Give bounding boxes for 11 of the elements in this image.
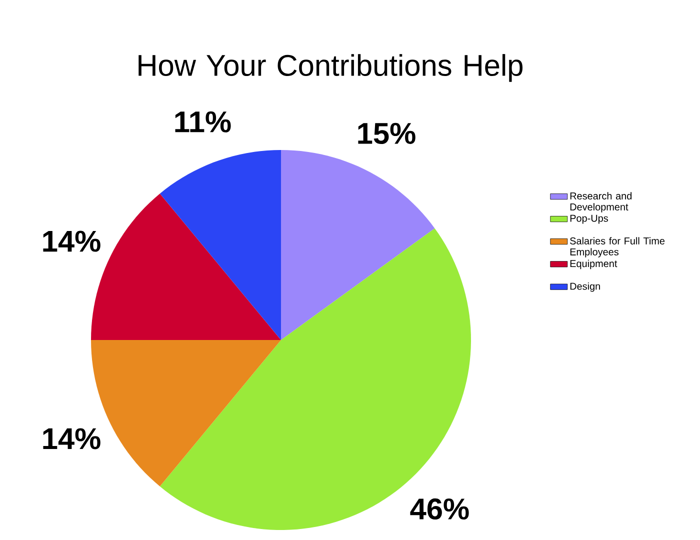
legend-label: Equipment [570, 260, 618, 270]
chart-title: How Your Contributions Help [138, 54, 522, 82]
data-label: 46% [410, 498, 469, 520]
data-label: 14% [43, 230, 100, 252]
legend-label: Research and Development [570, 192, 632, 212]
legend-label: Salaries for Full Time Employees [570, 237, 665, 258]
legend-label: Pop-Ups [570, 214, 608, 224]
data-label: 14% [43, 428, 100, 450]
data-label: 11% [175, 111, 231, 132]
legend-label: Design [570, 282, 600, 292]
data-label: 15% [358, 122, 416, 144]
